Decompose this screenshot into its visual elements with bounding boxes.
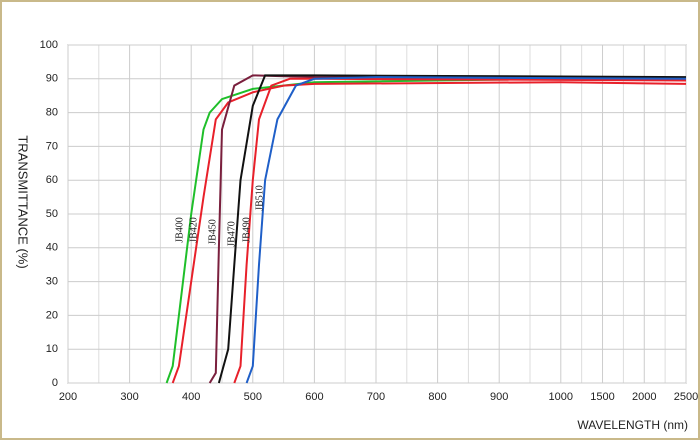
y-tick-label: 70: [46, 140, 58, 152]
y-tick-label: 50: [46, 208, 58, 220]
y-tick-label: 10: [46, 343, 58, 355]
x-tick-label: 700: [367, 391, 385, 403]
x-tick-label: 400: [182, 391, 200, 403]
x-tick-label: 800: [428, 391, 446, 403]
x-tick-label: 1500: [590, 391, 614, 403]
x-tick-label: 300: [120, 391, 138, 403]
series-label: JB490: [241, 217, 252, 243]
x-tick-label: 2500: [674, 391, 698, 403]
series-label: JB400: [174, 217, 185, 243]
y-axis-title: TRANSMITTANCE (%): [16, 135, 31, 268]
series-label: JB470: [226, 221, 237, 247]
x-tick-label: 2000: [632, 391, 656, 403]
series-line: [217, 74, 687, 384]
series-line: [233, 77, 687, 384]
series-line: [165, 77, 686, 384]
series-label: JB450: [207, 219, 218, 245]
y-tick-label: 80: [46, 107, 58, 119]
x-tick-label: 1000: [549, 391, 573, 403]
series-line: [245, 76, 687, 384]
x-tick-label: 900: [490, 391, 508, 403]
x-tick-label: 600: [305, 391, 323, 403]
y-tick-label: 0: [52, 377, 58, 389]
series-line: [171, 81, 687, 384]
x-tick-label: 200: [59, 391, 77, 403]
series-label: JB420: [188, 217, 199, 243]
y-tick-label: 60: [46, 174, 58, 186]
y-tick-label: 90: [46, 73, 58, 85]
x-axis-title: WAVELENGTH (nm): [577, 418, 688, 432]
y-tick-label: 40: [46, 242, 58, 254]
x-tick-label: 500: [244, 391, 262, 403]
y-tick-label: 30: [46, 276, 58, 288]
series-line: [208, 74, 687, 384]
y-tick-label: 20: [46, 309, 58, 321]
series-label: JB510: [254, 185, 265, 211]
y-tick-label: 100: [40, 39, 58, 51]
